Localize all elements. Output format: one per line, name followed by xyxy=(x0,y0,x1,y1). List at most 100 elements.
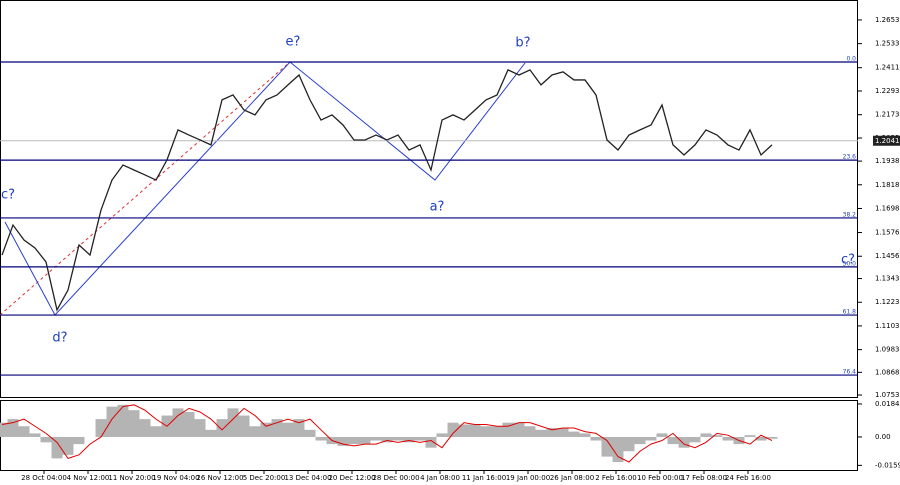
wave-label: a? xyxy=(430,200,445,215)
osc-bar xyxy=(29,433,41,437)
osc-bar xyxy=(546,428,558,437)
osc-bar xyxy=(249,426,261,437)
x-tick-label: 4 Nov 12:00 xyxy=(67,474,110,482)
osc-bar xyxy=(612,436,624,462)
osc-tick-label: -0.0159 xyxy=(875,461,900,469)
osc-bar xyxy=(447,422,459,437)
wave-label: c? xyxy=(841,253,855,268)
osc-bar xyxy=(678,436,690,448)
osc-bar xyxy=(194,419,206,437)
y-tick-label: 1.0868 xyxy=(875,368,900,376)
osc-bar xyxy=(491,426,503,437)
y-tick-label: 1.2173 xyxy=(875,111,900,119)
y-tick-label: 1.2293 xyxy=(875,87,900,95)
osc-bar xyxy=(722,436,734,441)
osc-bar xyxy=(18,426,30,437)
current-price-box xyxy=(873,135,900,146)
osc-bar xyxy=(645,436,657,441)
osc-bar xyxy=(282,422,294,437)
osc-bar xyxy=(150,426,162,437)
osc-bar xyxy=(40,436,52,443)
osc-bar xyxy=(359,436,371,445)
osc-bar xyxy=(392,436,404,441)
osc-bar xyxy=(238,415,250,437)
osc-bar xyxy=(51,436,63,459)
y-tick-label: 1.1698 xyxy=(875,204,900,212)
osc-bar xyxy=(458,424,470,437)
osc-bar xyxy=(700,433,712,437)
x-tick-label: 26 Nov 12:00 xyxy=(196,474,243,482)
osc-bar xyxy=(568,431,580,437)
wave-label: d? xyxy=(52,331,67,346)
y-tick-label: 1.1456 xyxy=(875,252,900,260)
osc-bar xyxy=(656,433,668,437)
osc-bar xyxy=(271,419,283,437)
x-tick-label: 20 Dec 12:00 xyxy=(328,474,375,482)
y-tick-label: 1.1343 xyxy=(875,275,900,283)
y-tick-label: 1.2533 xyxy=(875,40,900,48)
fib-label: 0.0 xyxy=(846,55,856,62)
osc-bar xyxy=(62,436,74,455)
x-tick-label: 11 Jan 16:00 xyxy=(462,474,506,482)
osc-bar xyxy=(425,436,437,448)
osc-bar xyxy=(370,436,382,441)
osc-bar xyxy=(414,436,426,441)
osc-bar xyxy=(744,435,756,437)
osc-bar xyxy=(95,419,107,437)
osc-bar xyxy=(579,433,591,437)
osc-tick-label: 0.00 xyxy=(875,433,891,441)
x-tick-label: 5 Dec 20:00 xyxy=(243,474,286,482)
x-tick-label: 19 Jan 00:00 xyxy=(506,474,550,482)
y-tick-label: 1.1938 xyxy=(875,157,900,165)
osc-bar xyxy=(293,419,305,437)
osc-bar xyxy=(106,406,118,437)
osc-bar xyxy=(381,436,393,443)
wave-label: e? xyxy=(286,35,301,50)
x-tick-label: 24 Feb 16:00 xyxy=(725,474,771,482)
fib-label: 23.6 xyxy=(843,154,857,161)
osc-tick-label: 0.01848 xyxy=(875,400,900,408)
x-tick-label: 4 Jan 08:00 xyxy=(420,474,460,482)
osc-bar xyxy=(304,429,316,437)
x-tick-label: 26 Jan 08:00 xyxy=(550,474,594,482)
osc-bar xyxy=(513,422,525,437)
osc-bar xyxy=(436,433,448,437)
y-tick-label: 1.2653 xyxy=(875,16,900,24)
osc-bar xyxy=(502,422,514,437)
osc-bar xyxy=(0,422,8,437)
osc-bar xyxy=(348,436,360,445)
y-tick-label: 1.2411 xyxy=(875,64,900,72)
osc-bar xyxy=(590,436,602,441)
osc-bar xyxy=(7,419,19,437)
fib-label: 61.8 xyxy=(843,309,857,316)
y-tick-label: 1.0753 xyxy=(875,391,900,399)
osc-bar xyxy=(480,426,492,437)
y-tick-label: 1.0983 xyxy=(875,346,900,354)
trend-line xyxy=(0,61,291,316)
osc-bar xyxy=(183,411,195,437)
y-tick-label: 1.1103 xyxy=(875,322,900,330)
fib-label: 50.0 xyxy=(843,260,857,267)
x-tick-label: 28 Dec 00:00 xyxy=(372,474,419,482)
y-tick-label: 1.1223 xyxy=(875,298,900,306)
x-tick-label: 19 Nov 04:00 xyxy=(152,474,199,482)
osc-bar xyxy=(623,436,635,452)
x-tick-label: 11 Nov 20:00 xyxy=(108,474,155,482)
osc-bar xyxy=(117,404,129,437)
osc-bar xyxy=(711,435,723,437)
x-tick-label: 17 Feb 08:00 xyxy=(681,474,727,482)
osc-bar xyxy=(337,436,349,446)
osc-bar xyxy=(557,428,569,437)
current-price-label: 1.2041 xyxy=(875,137,900,145)
osc-bar xyxy=(128,410,140,437)
osc-bar xyxy=(139,419,151,437)
osc-signal xyxy=(1,404,773,463)
osc-bar xyxy=(601,436,613,457)
osc-bar xyxy=(205,429,217,437)
x-tick-label: 28 Oct 04:00 xyxy=(21,474,67,482)
price-pane xyxy=(0,0,858,398)
wave-label: c? xyxy=(1,188,15,203)
osc-bar xyxy=(403,436,415,443)
osc-bar xyxy=(634,436,646,445)
